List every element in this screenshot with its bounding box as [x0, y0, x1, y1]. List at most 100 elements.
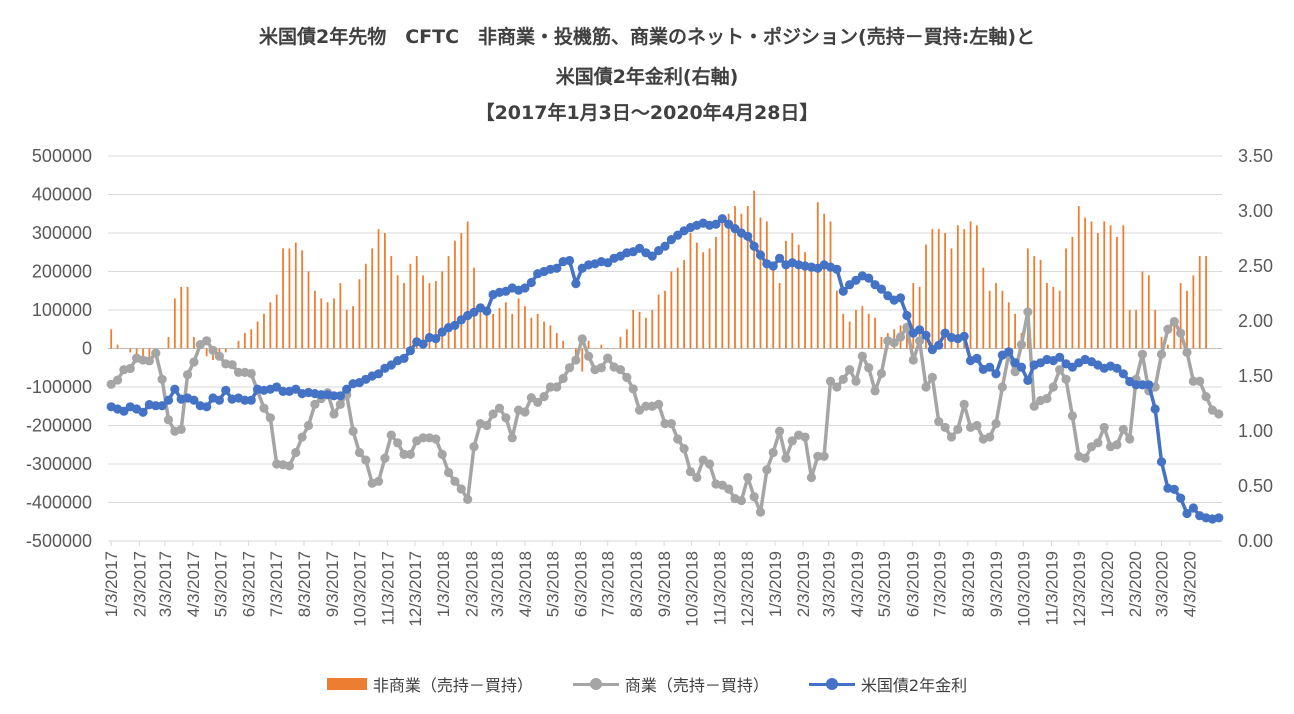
point-commercial [774, 426, 785, 436]
bar [1052, 286, 1055, 349]
y-left-tick-label: -200000 [26, 416, 92, 436]
bar [161, 348, 163, 349]
point-yield [1004, 347, 1014, 357]
x-tick-label: 4/3/2019 [848, 551, 867, 617]
x-tick-label: 12/3/2019 [1070, 551, 1089, 627]
point-commercial [1055, 365, 1065, 375]
x-tick-label: 12/3/2017 [406, 551, 425, 627]
point-commercial [596, 363, 606, 373]
point-yield [838, 286, 848, 296]
point-commercial [825, 376, 836, 386]
point-commercial [870, 386, 880, 396]
bar [129, 348, 132, 353]
bar [1154, 310, 1157, 349]
point-commercial [857, 351, 867, 361]
point-commercial [437, 449, 447, 459]
bar [759, 217, 762, 349]
point-commercial [335, 399, 345, 409]
point-commercial [985, 432, 995, 442]
bar [371, 248, 374, 349]
bar [829, 221, 832, 349]
legend-item-yield: 米国債2年金利 [808, 672, 967, 696]
y-left-tick-label: 200000 [32, 262, 92, 282]
bar [1179, 283, 1182, 349]
bar [555, 333, 558, 349]
point-commercial [1048, 382, 1058, 392]
bar [855, 310, 857, 349]
point-commercial [233, 367, 244, 377]
x-tick-label: 4/3/2017 [184, 551, 203, 617]
bar [269, 302, 272, 349]
point-commercial [679, 444, 689, 454]
point-commercial [571, 355, 581, 365]
point-commercial [494, 403, 505, 413]
chart-title-line2: 米国債2年金利(右軸) [555, 66, 739, 88]
point-yield [1118, 369, 1128, 379]
bar [816, 202, 819, 349]
point-yield [202, 402, 212, 412]
bar [606, 348, 609, 349]
point-commercial [393, 438, 403, 448]
axes: 500000 400000 300000 200000 100000 0 -100000 -2… [26, 146, 1273, 627]
bar [702, 252, 705, 349]
point-commercial [303, 420, 314, 431]
point-yield [335, 391, 345, 401]
point-commercial [373, 476, 384, 486]
point-commercial [660, 418, 670, 429]
point-commercial [418, 433, 428, 443]
point-commercial [533, 397, 543, 407]
bar [835, 290, 838, 349]
point-commercial [908, 355, 918, 365]
point-commercial [940, 422, 950, 433]
point-yield [189, 395, 199, 405]
y-left-tick-label: 100000 [32, 300, 92, 320]
y-left-tick-label: 500000 [32, 146, 92, 166]
x-tick-label: 3/3/2018 [488, 551, 507, 617]
y-right-tick-label: 2.50 [1238, 256, 1273, 276]
x-tick-label: 6/3/2017 [239, 551, 258, 617]
bar [880, 336, 883, 349]
point-yield [316, 390, 326, 400]
y-left-tick-label: 0 [82, 339, 92, 359]
bar [810, 271, 813, 349]
bar [651, 310, 654, 349]
point-yield [895, 293, 906, 303]
point-commercial [329, 409, 339, 419]
x-tick-label: 3/3/2020 [1153, 551, 1172, 617]
x-tick-label: 1/3/2017 [102, 551, 121, 617]
point-commercial [673, 434, 683, 444]
bar [422, 275, 424, 349]
bar [1122, 225, 1125, 349]
x-tick-label: 9/3/2018 [655, 551, 674, 617]
bar [600, 344, 603, 349]
bar [110, 329, 113, 349]
point-commercial [685, 467, 696, 477]
point-yield [876, 284, 887, 294]
point-yield [647, 251, 657, 261]
bar [460, 233, 463, 349]
point-yield [864, 273, 874, 283]
point-commercial [189, 357, 199, 367]
point-yield [163, 395, 174, 405]
bar [657, 294, 660, 349]
bar [982, 267, 985, 349]
bar [224, 348, 227, 353]
bar [804, 252, 806, 349]
bar [1096, 233, 1099, 349]
bar [543, 321, 545, 349]
point-commercial [577, 334, 587, 344]
point-yield [1131, 380, 1141, 390]
y-left-tick-label: -500000 [26, 531, 92, 551]
point-commercial [112, 375, 123, 385]
point-commercial [1176, 328, 1186, 338]
bar [256, 321, 259, 349]
x-tick-label: 4/3/2020 [1181, 551, 1200, 617]
bar [613, 348, 615, 349]
point-commercial [354, 447, 365, 458]
point-yield [832, 264, 842, 274]
bar [1071, 236, 1074, 349]
bar [918, 286, 921, 349]
bar [479, 310, 482, 349]
bars-noncommercial [110, 190, 1207, 372]
